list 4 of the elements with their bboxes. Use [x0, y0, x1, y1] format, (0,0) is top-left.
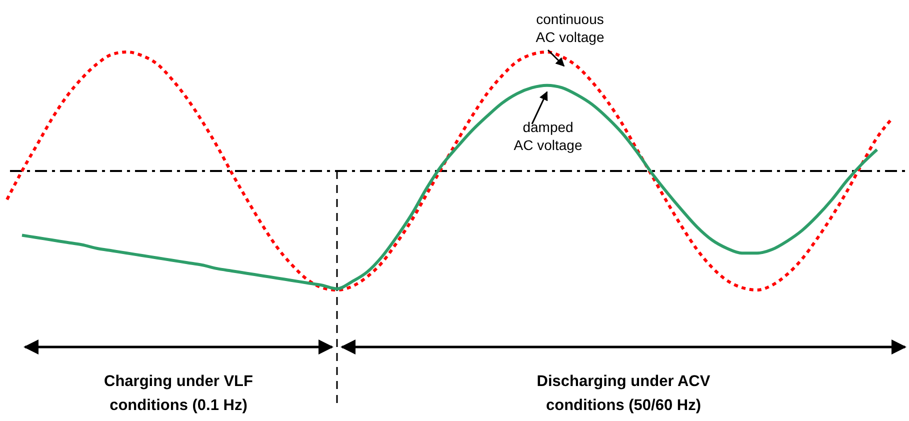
text: Discharging under ACV conditions (50/60 Hz) — [536, 373, 711, 414]
series-label: damped AC voltage — [514, 119, 582, 153]
series-label: continuous AC voltage — [536, 11, 604, 45]
text: Charging under VLF conditions (0.1 Hz) — [104, 373, 253, 414]
